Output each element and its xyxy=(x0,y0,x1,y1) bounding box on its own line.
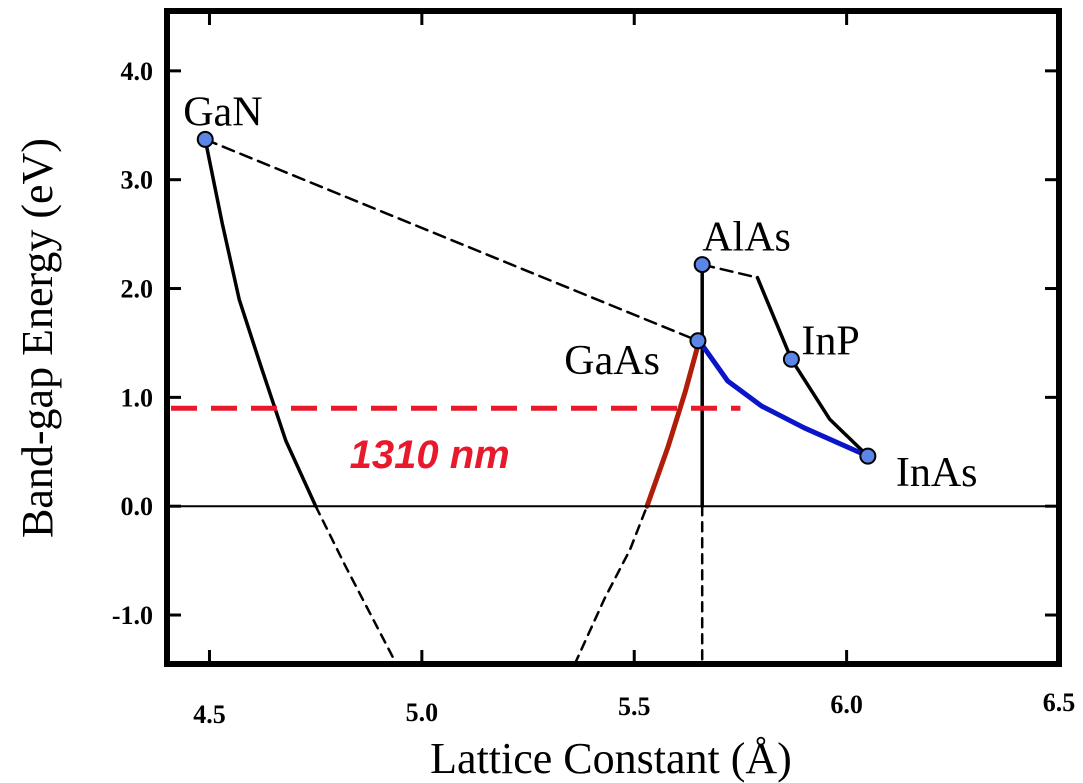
point-gan xyxy=(196,130,214,148)
x-tick-label: 6.0 xyxy=(830,690,863,719)
label-inp: InP xyxy=(801,318,859,364)
curves-layer xyxy=(171,137,871,666)
curve-AlAs-InP xyxy=(700,263,759,279)
point-inp xyxy=(782,350,800,368)
label-alas: AlAs xyxy=(702,215,791,261)
label-inas: InAs xyxy=(896,450,978,496)
curve-InP-curve xyxy=(755,275,870,458)
curve-GaAs-branch-negative xyxy=(573,504,649,666)
x-axis-title: Lattice Constant (Å) xyxy=(430,734,792,783)
y-axis-title: Band-gap Energy (eV) xyxy=(13,138,62,538)
y-tick-label: 0.0 xyxy=(121,492,154,521)
x-tick-label: 5.0 xyxy=(406,698,439,727)
point-inas xyxy=(859,447,877,465)
label-gan: GaN xyxy=(183,89,262,135)
point-alas xyxy=(693,256,711,274)
curve-GaN-branch-negative xyxy=(314,504,398,666)
x-tick-label: 6.5 xyxy=(1043,688,1076,717)
x-tick-label: 4.5 xyxy=(193,700,226,729)
y-tick-label: 1.0 xyxy=(121,383,154,412)
y-tick-label: 4.0 xyxy=(121,57,154,86)
curve-GaAs-InAs xyxy=(699,342,871,459)
labels-layer: 1310 nm GaN AlAs GaAs InP InAs xyxy=(183,89,977,496)
y-tick-label: 2.0 xyxy=(121,275,154,304)
points-layer xyxy=(196,130,877,465)
annotation-1310nm: 1310 nm xyxy=(350,433,510,477)
curve-GaAs-branch xyxy=(644,342,701,509)
curve-GaN-GaAs xyxy=(203,138,700,343)
curve-GaN-branch xyxy=(203,137,318,508)
plot-frame xyxy=(164,8,1062,667)
label-gaas: GaAs xyxy=(564,338,660,384)
point-gaas xyxy=(689,332,707,350)
axes-layer: -1.0 0.0 1.0 2.0 3.0 4.0 4.5 5.0 5.5 6.0 6.5 xyxy=(112,11,1075,729)
y-tick-label: -1.0 xyxy=(112,601,153,630)
y-tick-label: 3.0 xyxy=(121,166,154,195)
x-tick-label: 5.5 xyxy=(618,692,651,721)
